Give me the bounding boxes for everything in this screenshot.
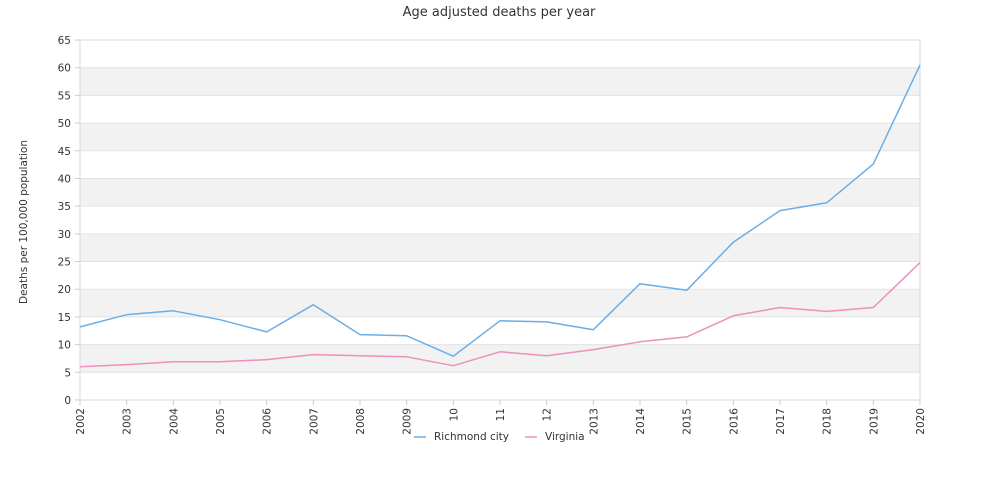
x-tick-label: 10	[448, 408, 460, 421]
x-tick-label: 11	[495, 408, 507, 421]
y-tick-label: 25	[58, 257, 71, 269]
grid-band	[80, 289, 920, 317]
x-tick-label: 2020	[915, 408, 927, 435]
grid-band	[80, 178, 920, 206]
x-tick-label: 2006	[262, 408, 274, 435]
x-tick-label: 2007	[308, 408, 320, 435]
x-tick-label: 2019	[868, 408, 880, 435]
series-lines	[80, 65, 920, 367]
y-tick-label: 65	[58, 35, 71, 47]
legend-label-virginia: Virginia	[545, 431, 585, 443]
x-tick-label: 2013	[588, 408, 600, 435]
grid-bands	[80, 68, 920, 373]
x-tick-label: 2018	[822, 408, 834, 435]
y-tick-label: 10	[58, 340, 71, 352]
legend-label-richmond: Richmond city	[434, 431, 509, 443]
x-tick-label: 2002	[75, 408, 87, 435]
grid-band	[80, 345, 920, 373]
x-tick-label: 2015	[682, 408, 694, 435]
x-tick-label: 2004	[168, 408, 180, 435]
y-tick-label: 60	[58, 63, 71, 75]
y-tick-label: 45	[58, 146, 71, 158]
y-axis: 0 5 10 15 20 25 30 35 40 45 50 55 60 65	[58, 35, 80, 407]
grid-band	[80, 123, 920, 151]
x-tick-label: 2017	[775, 408, 787, 435]
x-tick-label: 12	[542, 408, 554, 421]
x-tick-label: 2005	[215, 408, 227, 435]
y-tick-label: 15	[58, 312, 71, 324]
y-tick-label: 35	[58, 201, 71, 213]
legend-item-richmond[interactable]: Richmond city	[414, 431, 509, 443]
x-tick-label: 2009	[402, 408, 414, 435]
y-tick-label: 50	[58, 118, 71, 130]
x-tick-label: 2008	[355, 408, 367, 435]
x-tick-label: 2003	[122, 408, 134, 435]
x-tick-label: 2016	[728, 408, 740, 435]
legend: Richmond city Virginia	[414, 431, 585, 443]
legend-item-virginia[interactable]: Virginia	[525, 431, 585, 443]
x-tick-label: 2014	[635, 408, 647, 435]
y-tick-label: 55	[58, 90, 71, 102]
y-tick-label: 30	[58, 229, 71, 241]
grid-band	[80, 68, 920, 96]
y-axis-label: Deaths per 100,000 population	[18, 140, 30, 304]
y-tick-label: 20	[58, 284, 71, 296]
y-tick-label: 40	[58, 173, 71, 185]
grid-band	[80, 234, 920, 262]
chart-title: Age adjusted deaths per year	[403, 5, 596, 20]
y-tick-label: 5	[64, 367, 71, 379]
x-axis: 2002 2003 2004 2005 2006 2007 2008 2009 10 11 12 20…	[75, 400, 927, 435]
y-tick-label: 0	[64, 395, 71, 407]
